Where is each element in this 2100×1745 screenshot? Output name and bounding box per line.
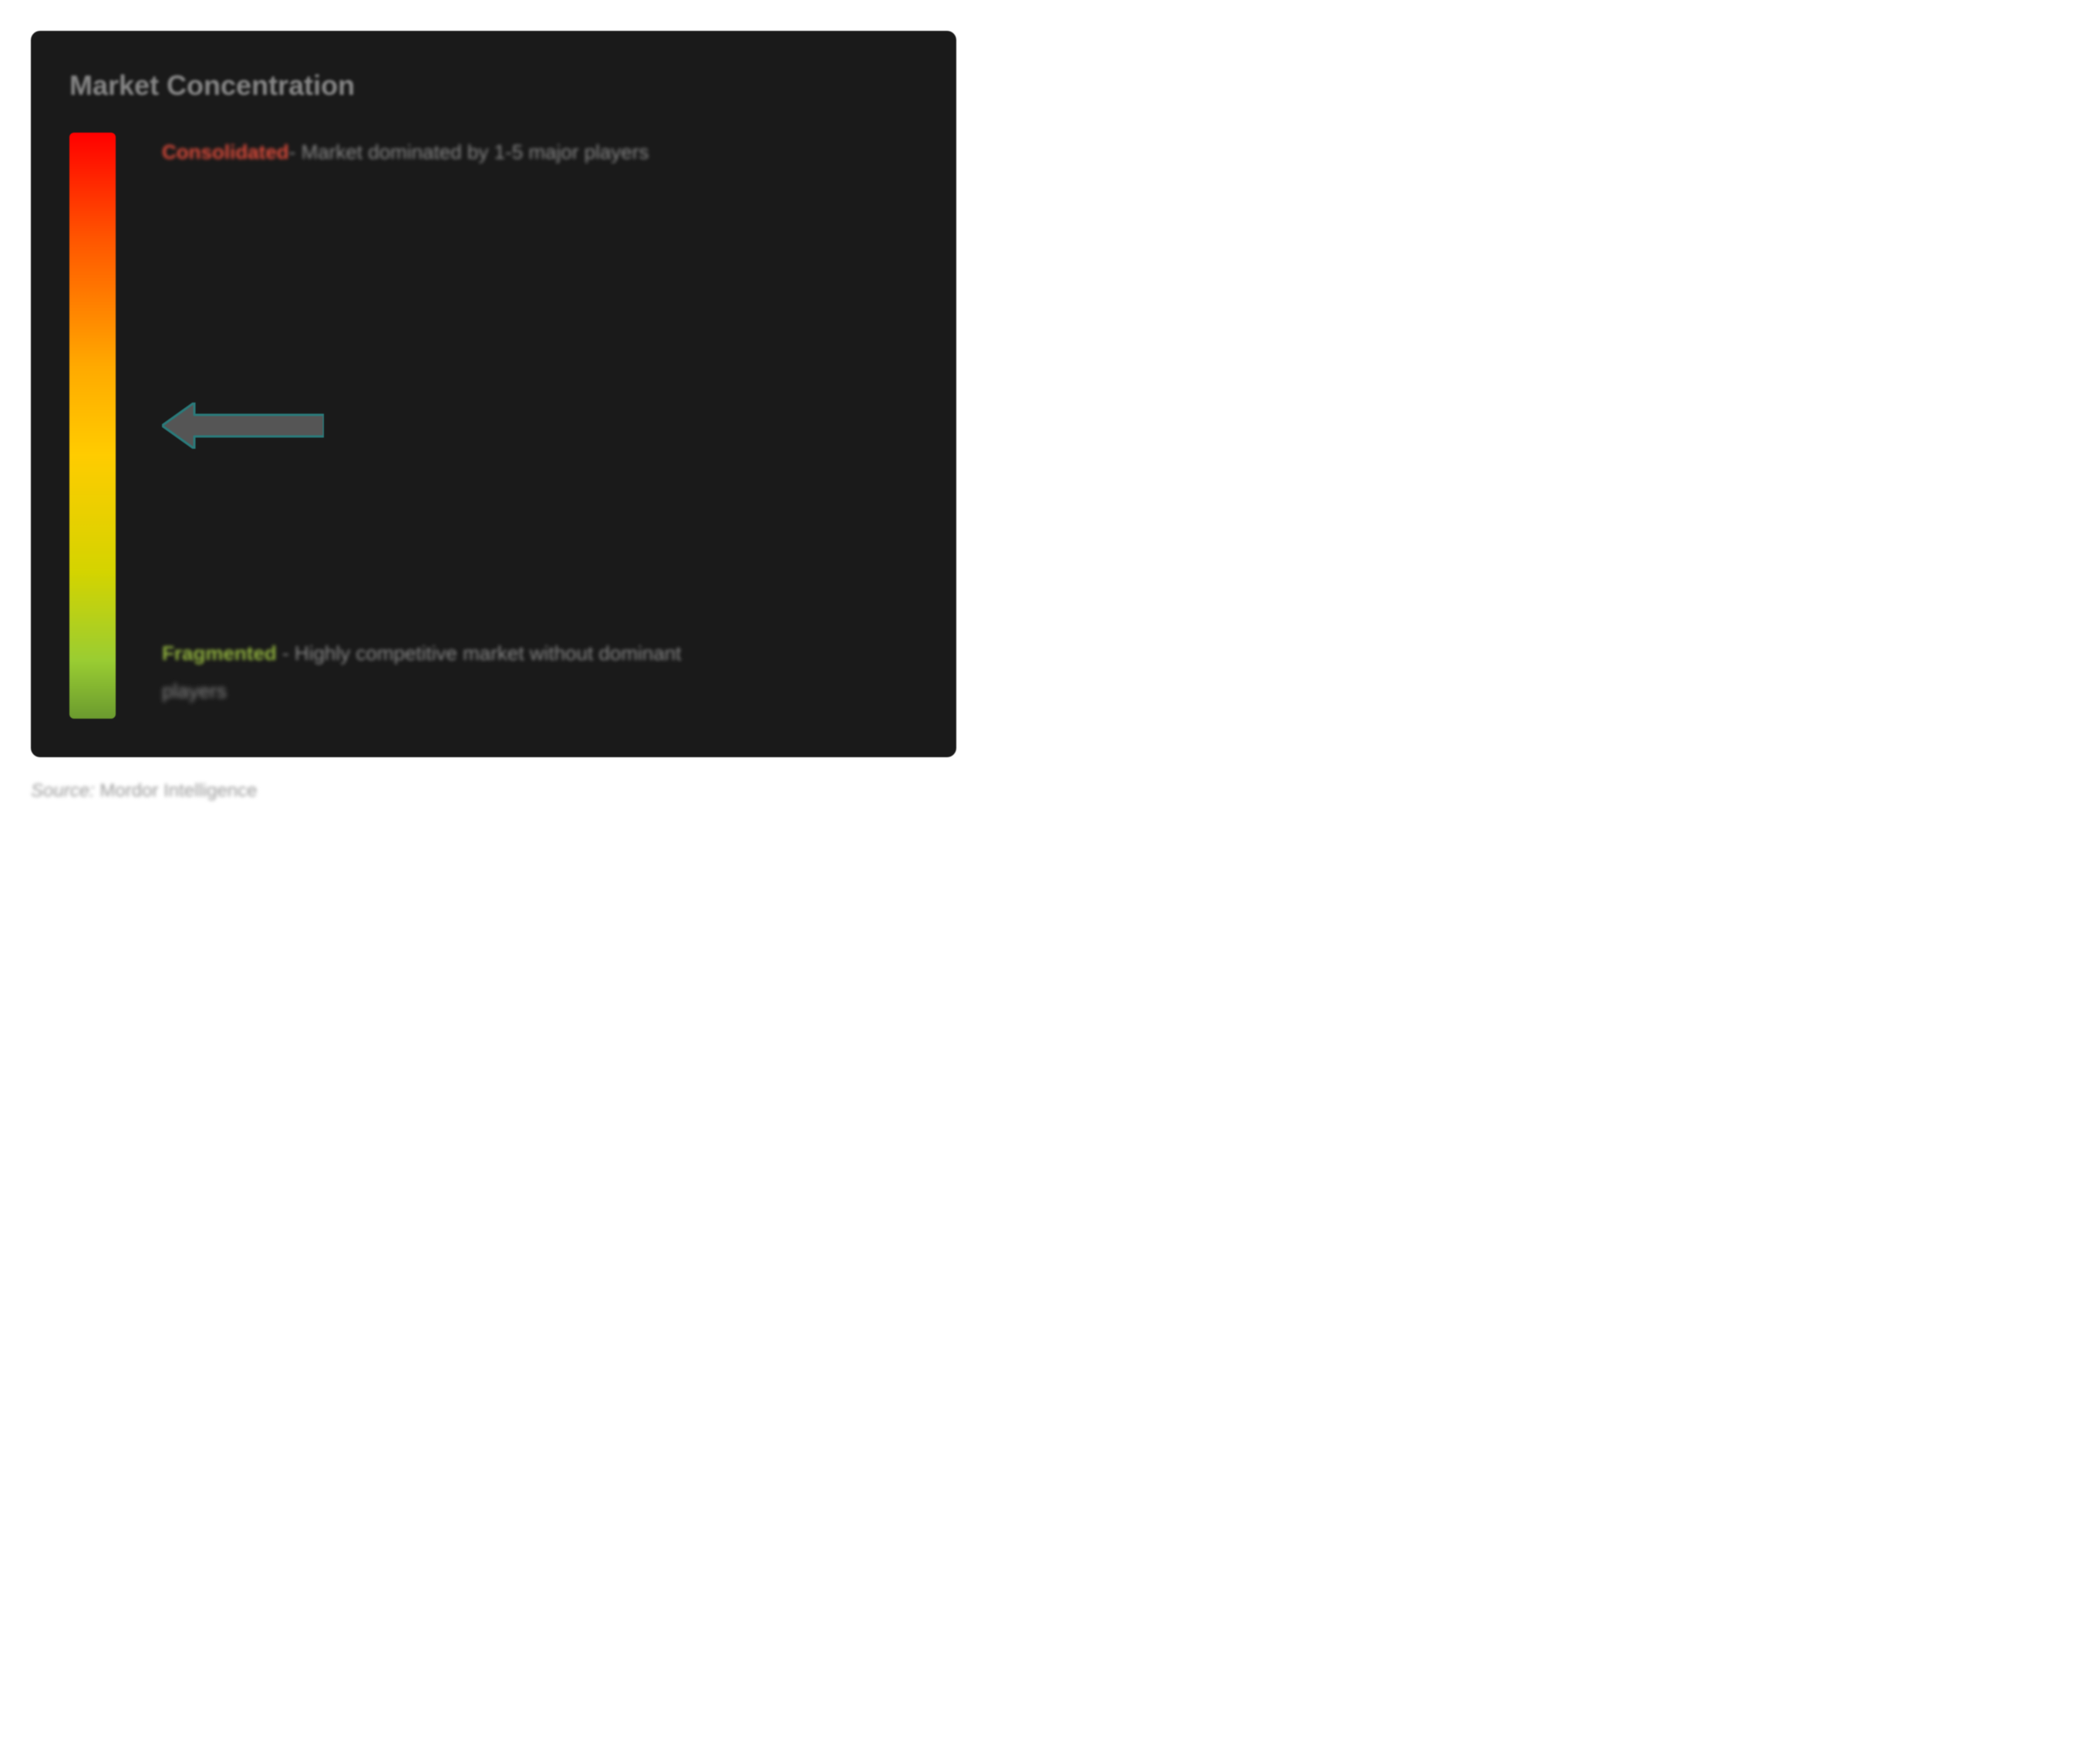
arrow-left-icon xyxy=(162,403,324,449)
indicator-arrow xyxy=(162,403,324,449)
fragmented-keyword: Fragmented xyxy=(162,642,277,665)
fragmented-description: Highly competitive market without domina… xyxy=(295,642,681,665)
consolidated-description: Market dominated by 1-5 major players xyxy=(302,140,649,163)
source-attribution: Source: Mordor Intelligence xyxy=(31,780,956,802)
market-concentration-card: Market Concentration Consolidated- Marke… xyxy=(31,31,956,757)
consolidated-label-row: Consolidated- Market dominated by 1-5 ma… xyxy=(162,140,910,164)
fragmented-description-line2: players xyxy=(162,679,910,703)
main-area: Consolidated- Market dominated by 1-5 ma… xyxy=(69,133,910,719)
concentration-gradient-scale xyxy=(69,133,116,719)
chart-container: Market Concentration Consolidated- Marke… xyxy=(31,31,956,802)
source-value: Mordor Intelligence xyxy=(99,780,257,801)
consolidated-separator: - xyxy=(289,140,302,163)
card-title: Market Concentration xyxy=(69,69,910,102)
consolidated-keyword: Consolidated xyxy=(162,140,289,163)
source-label: Source: xyxy=(31,780,99,801)
labels-column: Consolidated- Market dominated by 1-5 ma… xyxy=(162,133,910,719)
fragmented-separator: - xyxy=(277,642,295,665)
fragmented-label-row: Fragmented - Highly competitive market w… xyxy=(162,642,910,703)
